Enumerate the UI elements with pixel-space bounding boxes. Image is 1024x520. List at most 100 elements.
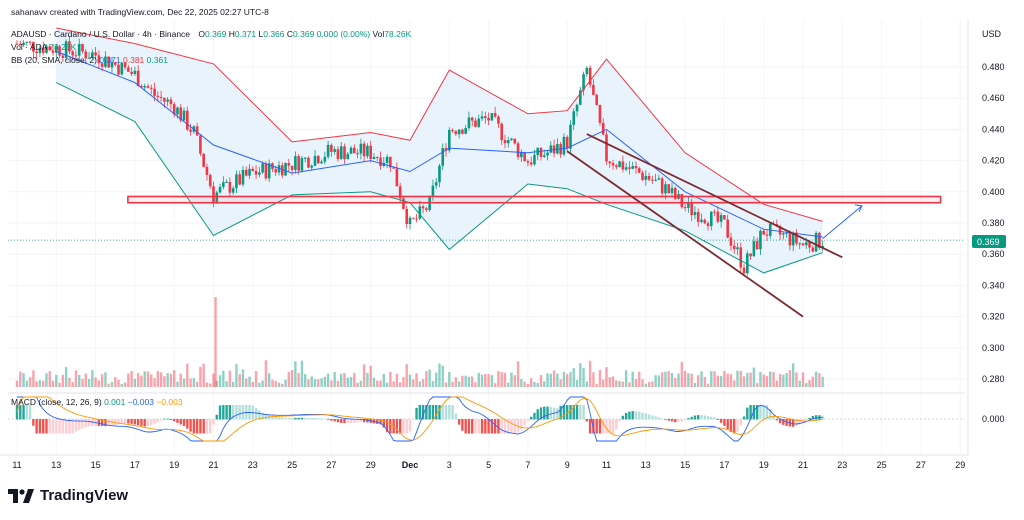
volume-bar (749, 372, 752, 387)
macd-histogram-bar (169, 419, 173, 420)
volume-bar (55, 374, 58, 387)
candle-body (762, 230, 765, 235)
volume-bar (395, 373, 399, 387)
macd-histogram-bar (516, 419, 520, 433)
macd-histogram-bar (742, 416, 746, 420)
currency-label: USD (982, 29, 1002, 39)
volume-bar (566, 374, 569, 387)
candle-body (333, 149, 336, 152)
macd-histogram-bar (104, 419, 107, 427)
macd-histogram-bar (81, 419, 84, 429)
candle-body (97, 55, 101, 64)
candle-body (716, 211, 720, 222)
volume-bar (638, 371, 641, 387)
macd-histogram-bar (359, 419, 363, 423)
volume-bar (369, 365, 372, 387)
volume-bar (343, 373, 346, 387)
time-axis[interactable]: 11 13 15 17 19 21 23 25 27 29 Dec 3 5 7 9 11 13 15 17 19 21 2… (0, 454, 968, 470)
macd-histogram-bar (533, 412, 536, 420)
time-tick-label: 29 (955, 460, 965, 470)
candle-body (398, 186, 402, 199)
volume-bar (526, 383, 530, 387)
macd-histogram-bar (719, 419, 723, 423)
candle-body (618, 161, 621, 168)
volume-bar (163, 376, 166, 387)
macd-histogram-bar (32, 419, 35, 426)
candle-body (710, 211, 713, 227)
bollinger-legend[interactable]: BB (20, SMA, close, 2) 0.371 0.381 0.361 (11, 55, 168, 66)
volume-bar (48, 371, 51, 387)
volume-legend[interactable]: Vol · ADA 78.26K (11, 42, 76, 53)
candle-body (795, 232, 798, 244)
macd-histogram-bar (592, 419, 595, 434)
volume-bar (746, 372, 749, 387)
macd-histogram-bar (290, 417, 294, 420)
macd-histogram-bar (713, 417, 716, 420)
time-tick-label: 23 (837, 460, 847, 470)
volume-bar (415, 373, 418, 387)
time-tick-label: 17 (719, 460, 729, 470)
volume-bar (61, 374, 65, 387)
macd-histogram-bar (333, 419, 336, 422)
candle-body (451, 129, 454, 132)
candle-body (356, 153, 359, 155)
volume-bar (814, 371, 818, 387)
volume-bar (346, 377, 349, 387)
volume-bar (150, 374, 153, 387)
macd-histogram-bar (634, 411, 638, 420)
macd-histogram-bar (84, 419, 87, 428)
macd-histogram-bar (716, 419, 720, 420)
symbol-name[interactable]: ADAUSD · Cardano / U.S. Dollar · 4h · Bi… (11, 29, 191, 39)
volume-bar (294, 361, 297, 387)
macd-histogram-bar (130, 419, 133, 424)
macd-histogram-bar (457, 419, 461, 425)
macd-histogram-bar (307, 417, 310, 420)
volume-bar (726, 373, 729, 387)
volume-bar (487, 374, 490, 387)
macd-histogram-bar (588, 419, 592, 434)
volume-bar (110, 381, 114, 387)
macd-histogram-bar (186, 419, 189, 429)
bollinger-lower-value: 0.361 (146, 55, 168, 65)
candle-body (644, 175, 648, 180)
volume-bar (805, 383, 808, 387)
volume-bar (212, 373, 215, 387)
low-value: 0.366 (263, 29, 285, 39)
candle-body (123, 62, 127, 68)
candle-body (41, 47, 45, 53)
macd-histogram-bar (448, 405, 451, 420)
candle-body (25, 41, 29, 43)
macd-histogram-bar (441, 405, 444, 420)
macd-zero-tick: 0.000 (982, 414, 1005, 424)
macd-histogram-bar (490, 419, 494, 434)
macd-legend[interactable]: MACD (close, 12, 26, 9) 0.001 −0.003 −0.… (11, 397, 183, 408)
time-tick-label: 11 (12, 460, 21, 470)
macd-histogram-bar (336, 419, 340, 423)
volume-bar (818, 373, 821, 387)
tradingview-logo[interactable]: TradingView (8, 487, 128, 504)
volume-bar (225, 381, 228, 387)
candle-body (166, 99, 169, 102)
volume-bar (146, 371, 150, 387)
candle-body (100, 63, 104, 67)
macd-histogram-bar (608, 419, 611, 434)
candle-body (313, 155, 317, 166)
candle-body (317, 155, 320, 164)
volume-bar (81, 378, 84, 387)
candle-body (130, 71, 133, 75)
high-value: 0.371 (234, 29, 257, 39)
candle-body (339, 146, 343, 159)
macd-histogram-bar (74, 419, 78, 432)
macd-histogram-bar (782, 419, 785, 425)
macd-histogram-bar (431, 405, 435, 420)
macd-histogram-bar (765, 405, 769, 420)
volume-bar (114, 377, 117, 387)
candle-body (113, 62, 117, 65)
macd-histogram-bar (326, 419, 330, 420)
price-axis[interactable]: 0.480 0.460 0.440 0.420 0.400 0.380 0.360 0.340… (967, 20, 1005, 455)
volume-bar (307, 379, 310, 387)
candle-body (156, 95, 160, 97)
macd-histogram-bar (254, 408, 258, 420)
macd-histogram-bar (729, 419, 733, 433)
